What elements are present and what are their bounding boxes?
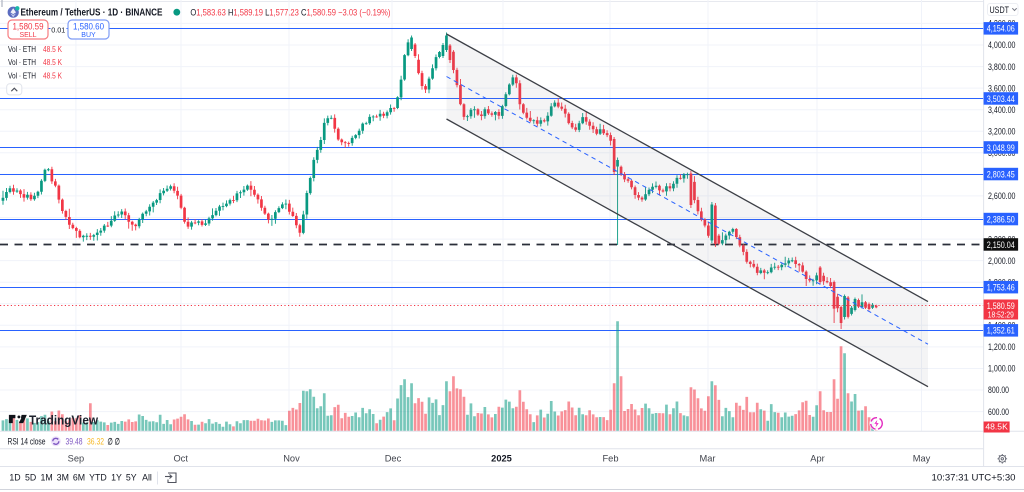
svg-text:4,154.06: 4,154.06 <box>987 24 1015 34</box>
svg-text:Nov: Nov <box>283 453 300 463</box>
svg-text:BUY: BUY <box>81 32 96 39</box>
svg-text:SELL: SELL <box>19 32 36 39</box>
svg-text:48.5 K: 48.5 K <box>43 57 62 67</box>
svg-text:1M: 1M <box>40 473 52 483</box>
svg-text:600.00: 600.00 <box>988 407 1009 417</box>
svg-text:18:52:29: 18:52:29 <box>988 311 1014 320</box>
svg-text:4,000.00: 4,000.00 <box>988 40 1016 50</box>
svg-text:Apr: Apr <box>810 453 824 463</box>
svg-text:3,800.00: 3,800.00 <box>988 62 1016 72</box>
svg-text:YTD: YTD <box>89 473 107 483</box>
svg-text:2,600.00: 2,600.00 <box>988 191 1016 201</box>
svg-text:5Y: 5Y <box>126 473 137 483</box>
svg-text:36.32: 36.32 <box>87 436 104 446</box>
svg-text:3,503.44: 3,503.44 <box>987 94 1015 104</box>
svg-text:USDT: USDT <box>990 5 1010 15</box>
svg-text:6M: 6M <box>73 473 85 483</box>
svg-text:2025: 2025 <box>491 453 512 463</box>
svg-text:0.01: 0.01 <box>51 25 65 34</box>
svg-text:1,580.60: 1,580.60 <box>73 21 104 31</box>
svg-text:Mar: Mar <box>699 453 715 463</box>
svg-text:3M: 3M <box>57 473 69 483</box>
svg-text:48.5K: 48.5K <box>985 422 1008 432</box>
svg-text:∅ ∅: ∅ ∅ <box>108 436 121 446</box>
svg-text:Ethereum / TetherUS · 1D · BIN: Ethereum / TetherUS · 1D · BINANCE <box>21 8 163 19</box>
svg-text:May: May <box>913 453 931 463</box>
svg-text:Vol · ETH: Vol · ETH <box>8 57 36 67</box>
svg-text:Feb: Feb <box>602 453 618 463</box>
svg-text:Dec: Dec <box>385 453 402 463</box>
svg-text:2,803.45: 2,803.45 <box>987 169 1015 179</box>
svg-text:39.48: 39.48 <box>66 436 83 446</box>
svg-text:All: All <box>142 473 152 483</box>
svg-text:800.00: 800.00 <box>988 385 1009 395</box>
svg-text:1,753.46: 1,753.46 <box>987 283 1015 293</box>
svg-text:O1,583.63 H1,589.19 L1,577.23: O1,583.63 H1,589.19 L1,577.23 C1,580.59 … <box>190 7 390 17</box>
svg-text:48.5 K: 48.5 K <box>43 44 62 54</box>
svg-text:3,200.00: 3,200.00 <box>988 127 1016 137</box>
svg-text:3,048.99: 3,048.99 <box>987 143 1015 153</box>
svg-text:1Y: 1Y <box>111 473 122 483</box>
svg-text:1,580.59: 1,580.59 <box>987 301 1015 311</box>
svg-text:1D: 1D <box>9 473 20 483</box>
svg-text:2,000.00: 2,000.00 <box>988 256 1016 266</box>
svg-text:1,200.00: 1,200.00 <box>988 342 1016 352</box>
svg-text:2,150.04: 2,150.04 <box>987 240 1015 250</box>
svg-text:3,400.00: 3,400.00 <box>988 105 1016 115</box>
svg-text:10:37:31 UTC+5:30: 10:37:31 UTC+5:30 <box>931 472 1015 483</box>
svg-text:3,600.00: 3,600.00 <box>988 83 1016 93</box>
svg-text:1,352.61: 1,352.61 <box>987 326 1015 336</box>
svg-text:RSI 14 close: RSI 14 close <box>8 436 46 446</box>
svg-text:5D: 5D <box>25 473 36 483</box>
svg-text:1,000.00: 1,000.00 <box>988 364 1016 374</box>
svg-text:1,580.59: 1,580.59 <box>13 21 44 31</box>
svg-text:48.5 K: 48.5 K <box>43 70 62 80</box>
svg-text:2,386.50: 2,386.50 <box>987 214 1015 224</box>
svg-text:Sep: Sep <box>68 453 85 463</box>
svg-text:TradingView: TradingView <box>29 413 99 428</box>
svg-text:Vol · ETH: Vol · ETH <box>8 70 36 80</box>
svg-text:Oct: Oct <box>173 453 188 463</box>
svg-text:Vol · ETH: Vol · ETH <box>8 44 36 54</box>
